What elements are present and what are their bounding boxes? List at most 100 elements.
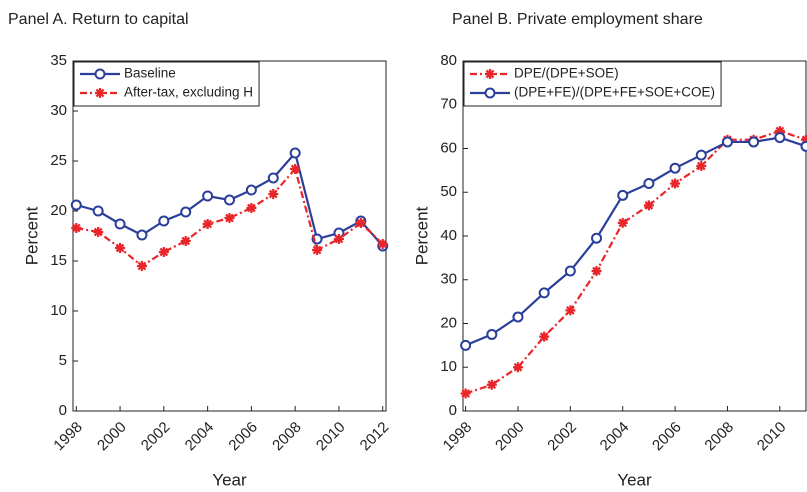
point [801, 134, 807, 145]
point [774, 126, 785, 136]
point [268, 189, 279, 199]
x-tick-label: 2010 [313, 419, 349, 455]
x-tick-label: 2004 [597, 419, 633, 455]
point [267, 172, 279, 184]
point [643, 200, 654, 211]
series-line [465, 129, 807, 395]
y-tick-label: 25 [50, 152, 67, 169]
x-tick-label: 1998 [440, 419, 476, 455]
point [70, 199, 82, 211]
y-tick-label: 70 [440, 96, 457, 113]
legend-label: After-tax, excluding H [124, 85, 253, 100]
point [224, 213, 235, 223]
point [591, 232, 603, 244]
x-tick-label: 2002 [544, 419, 580, 455]
x-tick-label: 2004 [182, 419, 218, 455]
panel-title: Panel A. Return to capital [8, 11, 189, 28]
legend-label: DPE/(DPE+SOE) [514, 66, 619, 81]
point [93, 227, 104, 237]
point [290, 164, 301, 174]
point [136, 261, 147, 271]
point [92, 205, 104, 217]
legend: Baseline After-tax, excluding H [73, 61, 260, 107]
point [180, 236, 191, 246]
point [538, 287, 550, 299]
y-tick-label: 0 [59, 402, 67, 419]
point [289, 147, 301, 159]
x-tick-label: 2008 [701, 419, 737, 455]
point [158, 247, 169, 257]
y-tick-label: 35 [50, 52, 67, 69]
y-tick-label: 50 [440, 183, 457, 200]
point [721, 136, 733, 148]
y-tick-label: 20 [50, 202, 67, 219]
point [539, 331, 550, 342]
point [591, 266, 602, 276]
point [486, 328, 498, 340]
legend-marker [484, 87, 496, 99]
panel-title: Panel B. Private employment share [452, 11, 703, 28]
point [774, 132, 786, 144]
y-tick-label: 30 [440, 271, 457, 288]
x-tick-label: 2008 [269, 419, 305, 455]
legend-marker [94, 68, 106, 80]
point [312, 245, 323, 255]
y-tick-label: 20 [440, 314, 457, 331]
legend-marker [485, 69, 495, 79]
point [696, 161, 707, 171]
x-tick-label: 1998 [50, 419, 86, 455]
y-tick-label: 10 [50, 302, 67, 319]
series-line [76, 166, 384, 268]
y-tick-label: 0 [449, 402, 457, 419]
y-tick-label: 15 [50, 252, 67, 269]
point [564, 265, 576, 277]
point [695, 149, 707, 161]
point [377, 239, 388, 249]
point [512, 311, 524, 323]
point [565, 305, 576, 316]
y-tick-label: 40 [440, 227, 457, 244]
point [669, 162, 681, 174]
point [355, 218, 366, 228]
legend-label: Baseline [124, 66, 176, 81]
point [460, 388, 471, 399]
point [486, 379, 497, 390]
point [617, 217, 628, 228]
x-axis-label: Year [212, 470, 247, 489]
plot-frame [72, 60, 387, 412]
point [202, 219, 213, 229]
x-tick-label: 2006 [649, 419, 685, 455]
y-axis-label: Percent [412, 206, 431, 265]
point [460, 339, 472, 351]
y-tick-label: 5 [59, 352, 67, 369]
point [114, 218, 126, 230]
point [617, 189, 629, 201]
point [71, 223, 82, 233]
point [643, 178, 655, 189]
y-axis-label: Percent [22, 206, 41, 265]
legend-box [463, 61, 722, 107]
point [180, 206, 192, 218]
point [333, 234, 344, 244]
point [158, 215, 170, 227]
point [246, 203, 257, 213]
plot-frame [462, 60, 807, 412]
legend-marker [95, 88, 105, 98]
y-tick-label: 80 [440, 52, 457, 69]
legend-label: (DPE+FE)/(DPE+FE+SOE+COE) [514, 85, 715, 100]
legend-box [73, 61, 260, 107]
point [202, 190, 214, 202]
point [670, 178, 681, 189]
x-tick-label: 2012 [357, 419, 393, 455]
x-tick-label: 2006 [225, 419, 261, 455]
y-tick-label: 60 [440, 139, 457, 156]
x-axis-label: Year [617, 470, 652, 489]
point [136, 229, 148, 241]
legend: DPE/(DPE+SOE) (DPE+FE)/(DPE+FE+SOE+COE) [463, 61, 722, 107]
point [115, 243, 126, 253]
point [800, 140, 807, 152]
x-tick-label: 2000 [94, 419, 130, 455]
point [245, 184, 257, 196]
